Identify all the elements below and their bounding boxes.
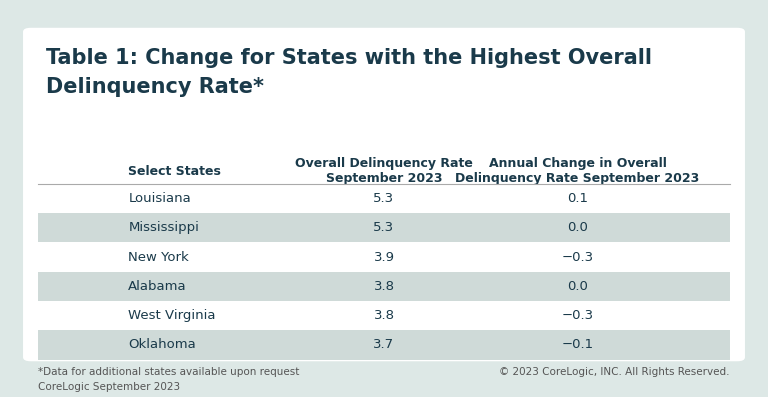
Bar bbox=[38, 242, 730, 272]
Text: *Data for additional states available upon request: *Data for additional states available up… bbox=[38, 367, 300, 377]
Text: Annual Change in Overall
Delinquency Rate September 2023: Annual Change in Overall Delinquency Rat… bbox=[455, 157, 700, 185]
Text: Overall Delinquency Rate
September 2023: Overall Delinquency Rate September 2023 bbox=[295, 157, 473, 185]
Text: −0.3: −0.3 bbox=[561, 309, 594, 322]
Text: Mississippi: Mississippi bbox=[128, 221, 199, 234]
Text: © 2023 CoreLogic, INC. All Rights Reserved.: © 2023 CoreLogic, INC. All Rights Reserv… bbox=[499, 367, 730, 377]
Text: 3.9: 3.9 bbox=[373, 251, 395, 264]
Text: Louisiana: Louisiana bbox=[128, 192, 191, 205]
FancyBboxPatch shape bbox=[23, 28, 745, 361]
Bar bbox=[38, 301, 730, 330]
Text: 0.1: 0.1 bbox=[567, 192, 588, 205]
Bar bbox=[38, 272, 730, 301]
Text: Delinquency Rate*: Delinquency Rate* bbox=[46, 77, 264, 97]
Text: −0.3: −0.3 bbox=[561, 251, 594, 264]
Text: 5.3: 5.3 bbox=[373, 221, 395, 234]
Bar bbox=[38, 213, 730, 242]
Text: CoreLogic September 2023: CoreLogic September 2023 bbox=[38, 382, 180, 392]
Text: 0.0: 0.0 bbox=[567, 221, 588, 234]
Text: 0.0: 0.0 bbox=[567, 280, 588, 293]
Text: New York: New York bbox=[128, 251, 189, 264]
Text: 5.3: 5.3 bbox=[373, 192, 395, 205]
Text: Oklahoma: Oklahoma bbox=[128, 339, 196, 351]
Text: West Virginia: West Virginia bbox=[128, 309, 216, 322]
Text: Alabama: Alabama bbox=[128, 280, 187, 293]
Text: 3.8: 3.8 bbox=[373, 280, 395, 293]
Bar bbox=[38, 330, 730, 360]
Text: 3.8: 3.8 bbox=[373, 309, 395, 322]
Text: 3.7: 3.7 bbox=[373, 339, 395, 351]
Bar bbox=[38, 184, 730, 213]
Text: Select States: Select States bbox=[128, 165, 221, 178]
Text: −0.1: −0.1 bbox=[561, 339, 594, 351]
Text: Table 1: Change for States with the Highest Overall: Table 1: Change for States with the High… bbox=[46, 48, 652, 67]
